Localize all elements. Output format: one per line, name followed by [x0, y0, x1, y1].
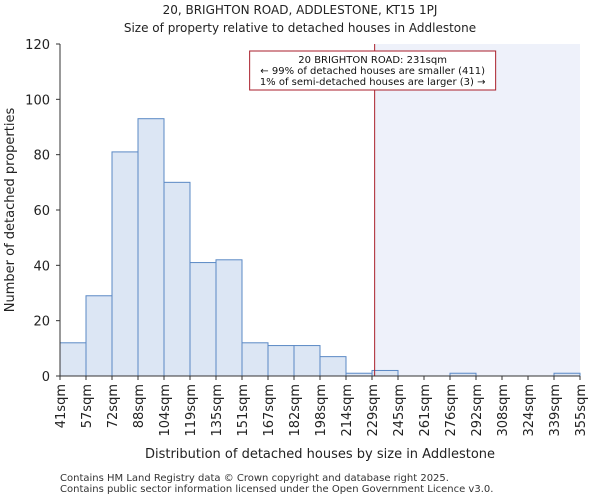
chart-subtitle: Size of property relative to detached ho…: [123, 21, 477, 35]
bar-151sqm: [241, 342, 269, 377]
histogram-chart: 0 20 40 60 80 100 120 41sqm 57sqm 72sqm 88sqm 104s…: [3, 38, 589, 462]
x-tick-label-355sqm: 355sqm: [574, 384, 589, 437]
x-tick-label-151sqm: 151sqm: [236, 384, 251, 437]
x-tick-label-88sqm: 88sqm: [132, 384, 147, 428]
chart-title: 20, BRIGHTON ROAD, ADDLESTONE, KT15 1PJ: [162, 3, 438, 17]
bar-167sqm: [267, 345, 295, 377]
bar-135sqm: [215, 259, 243, 377]
x-tick-label-245sqm: 245sqm: [392, 384, 407, 437]
x-tick-label-135sqm: 135sqm: [210, 384, 225, 437]
y-axis-label: Number of detached properties: [3, 108, 18, 313]
bar-72sqm: [111, 151, 139, 377]
annotation-border: [249, 50, 497, 91]
x-axis-label: Distribution of detached houses by size …: [145, 447, 495, 462]
bar-104sqm: [163, 181, 191, 377]
x-tick-label-292sqm: 292sqm: [470, 384, 485, 437]
annotation-line-3: 1% of semi-detached houses are larger (3…: [260, 77, 486, 88]
x-tick-label-308sqm: 308sqm: [496, 384, 511, 437]
y-tick-label-100: 100: [25, 93, 50, 108]
x-tick-label-214sqm: 214sqm: [340, 384, 355, 437]
y-tick-label-0: 0: [42, 370, 50, 385]
x-axis-ticks: 41sqm 57sqm 72sqm 88sqm 104sqm 119sqm 135sqm 15…: [54, 376, 589, 437]
footer-copyright: Contains HM Land Registry data © Crown c…: [60, 473, 449, 484]
bar-41sqm: [59, 342, 87, 377]
larger-region-highlight: [374, 44, 580, 376]
bar-119sqm: [189, 262, 217, 377]
x-tick-label-229sqm: 229sqm: [366, 384, 381, 437]
x-tick-label-182sqm: 182sqm: [288, 384, 303, 437]
y-axis-ticks: 0 20 40 60 80 100 120: [25, 38, 60, 385]
x-tick-label-57sqm: 57sqm: [80, 384, 95, 428]
bar-229sqm: [371, 369, 399, 377]
x-tick-label-261sqm: 261sqm: [418, 384, 433, 437]
y-tick-label-120: 120: [25, 38, 50, 53]
x-tick-label-339sqm: 339sqm: [548, 384, 563, 437]
bar-182sqm: [293, 345, 321, 377]
x-tick-label-198sqm: 198sqm: [314, 384, 329, 437]
y-tick-label-20: 20: [33, 315, 50, 330]
x-tick-label-72sqm: 72sqm: [106, 384, 121, 428]
footer-licence: Contains public sector information licen…: [60, 484, 494, 495]
annotation-line-2: ← 99% of detached houses are smaller (41…: [260, 66, 485, 77]
annotation-box: 20 BRIGHTON ROAD: 231sqm ← 99% of detach…: [249, 50, 497, 91]
x-tick-label-41sqm: 41sqm: [54, 384, 69, 428]
bar-57sqm: [85, 295, 113, 377]
x-tick-label-324sqm: 324sqm: [522, 384, 537, 437]
annotation-line-1: 20 BRIGHTON ROAD: 231sqm: [298, 55, 447, 66]
x-tick-label-167sqm: 167sqm: [262, 384, 277, 437]
y-tick-label-40: 40: [33, 259, 50, 274]
x-tick-label-276sqm: 276sqm: [444, 384, 459, 437]
x-tick-label-119sqm: 119sqm: [184, 384, 199, 437]
y-tick-label-80: 80: [33, 149, 50, 164]
bar-198sqm: [319, 356, 347, 377]
x-tick-label-104sqm: 104sqm: [158, 384, 173, 437]
bar-88sqm: [137, 118, 165, 377]
bars-group: [59, 118, 581, 377]
y-tick-label-60: 60: [33, 204, 50, 219]
